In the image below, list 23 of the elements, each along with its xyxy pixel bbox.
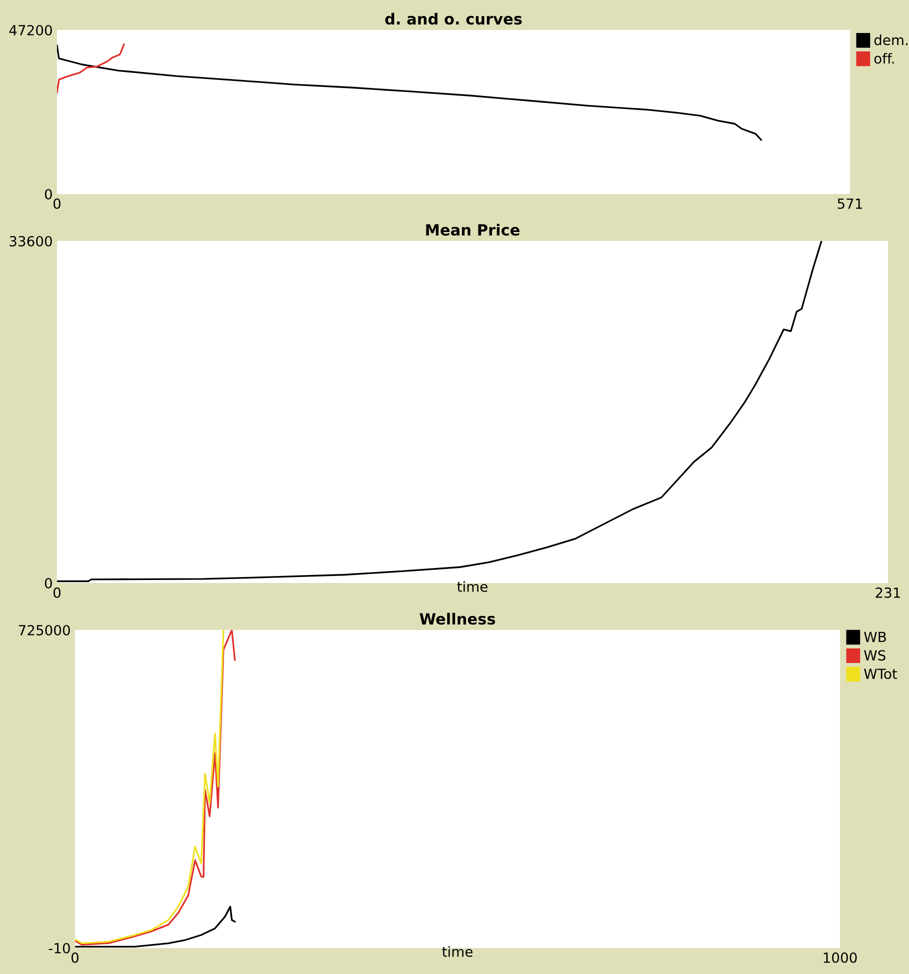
y-tick-label: 0 (44, 188, 52, 200)
x-tick-label: 1000 (824, 952, 857, 963)
x-tick-label: 231 (876, 587, 900, 598)
legend-label: WB (864, 632, 886, 642)
line-series (57, 44, 125, 94)
y-tick-label: 33600 (10, 236, 52, 246)
legend-label: WS (864, 650, 886, 661)
x-axis-title: time (442, 946, 472, 957)
x-tick-label: 571 (838, 198, 862, 209)
line-series (57, 44, 762, 141)
y-tick-label: 47200 (9, 24, 52, 36)
legend-label: off. (874, 52, 894, 64)
line-series (57, 241, 822, 582)
y-tick-label: -10 (48, 942, 70, 954)
y-tick-label: 0 (44, 578, 52, 588)
x-axis-title: time (457, 581, 488, 592)
chart-title: Mean Price (426, 224, 520, 236)
legend-label: dem. (874, 34, 908, 46)
chart-title: d. and o. curves (385, 12, 522, 25)
line-series (75, 906, 236, 948)
y-tick-label: 725000 (18, 624, 70, 636)
legend-label: WTot (864, 668, 898, 680)
chart-title: Wellness (420, 612, 496, 625)
